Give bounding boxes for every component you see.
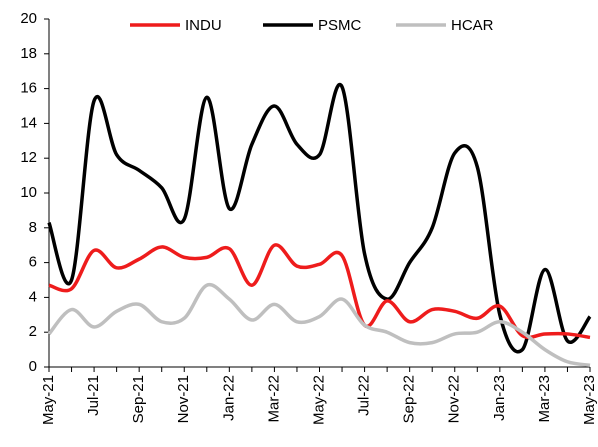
x-tick-label: Sep-21 bbox=[130, 375, 147, 423]
y-tick-label: 0 bbox=[29, 358, 37, 375]
x-tick-label: May-23 bbox=[581, 375, 598, 425]
y-tick-label: 2 bbox=[29, 323, 37, 340]
x-tick-label: Mar-23 bbox=[536, 375, 553, 423]
y-tick-label: 4 bbox=[29, 288, 37, 305]
legend-background bbox=[120, 14, 520, 36]
series-line bbox=[47, 282, 591, 367]
legend-label: HCAR bbox=[451, 17, 494, 34]
series-line bbox=[47, 82, 592, 354]
y-tick-label: 14 bbox=[20, 114, 37, 131]
y-tick-label: 20 bbox=[20, 10, 37, 27]
x-tick-label: Nov-22 bbox=[446, 375, 463, 423]
x-tick-label: Jan-22 bbox=[220, 375, 237, 421]
x-tick-label: May-22 bbox=[310, 375, 327, 425]
series-line bbox=[48, 243, 591, 340]
legend-label: INDU bbox=[185, 17, 222, 34]
y-tick-label: 10 bbox=[20, 184, 37, 201]
x-tick-label: Jul-22 bbox=[356, 375, 373, 416]
x-tick-label: Jul-21 bbox=[85, 375, 102, 416]
x-tick-label: Nov-21 bbox=[175, 375, 192, 423]
x-tick-label: Jan-23 bbox=[491, 375, 508, 421]
y-tick-label: 12 bbox=[20, 149, 37, 166]
legend-label: PSMC bbox=[318, 17, 362, 34]
x-tick-label: May-21 bbox=[40, 375, 57, 425]
y-tick-label: 8 bbox=[29, 219, 37, 236]
x-tick-label: Sep-22 bbox=[401, 375, 418, 423]
x-tick-label: Mar-22 bbox=[265, 375, 282, 423]
y-tick-label: 16 bbox=[20, 80, 37, 97]
y-tick-label: 18 bbox=[20, 45, 37, 62]
y-tick-label: 6 bbox=[29, 254, 37, 271]
